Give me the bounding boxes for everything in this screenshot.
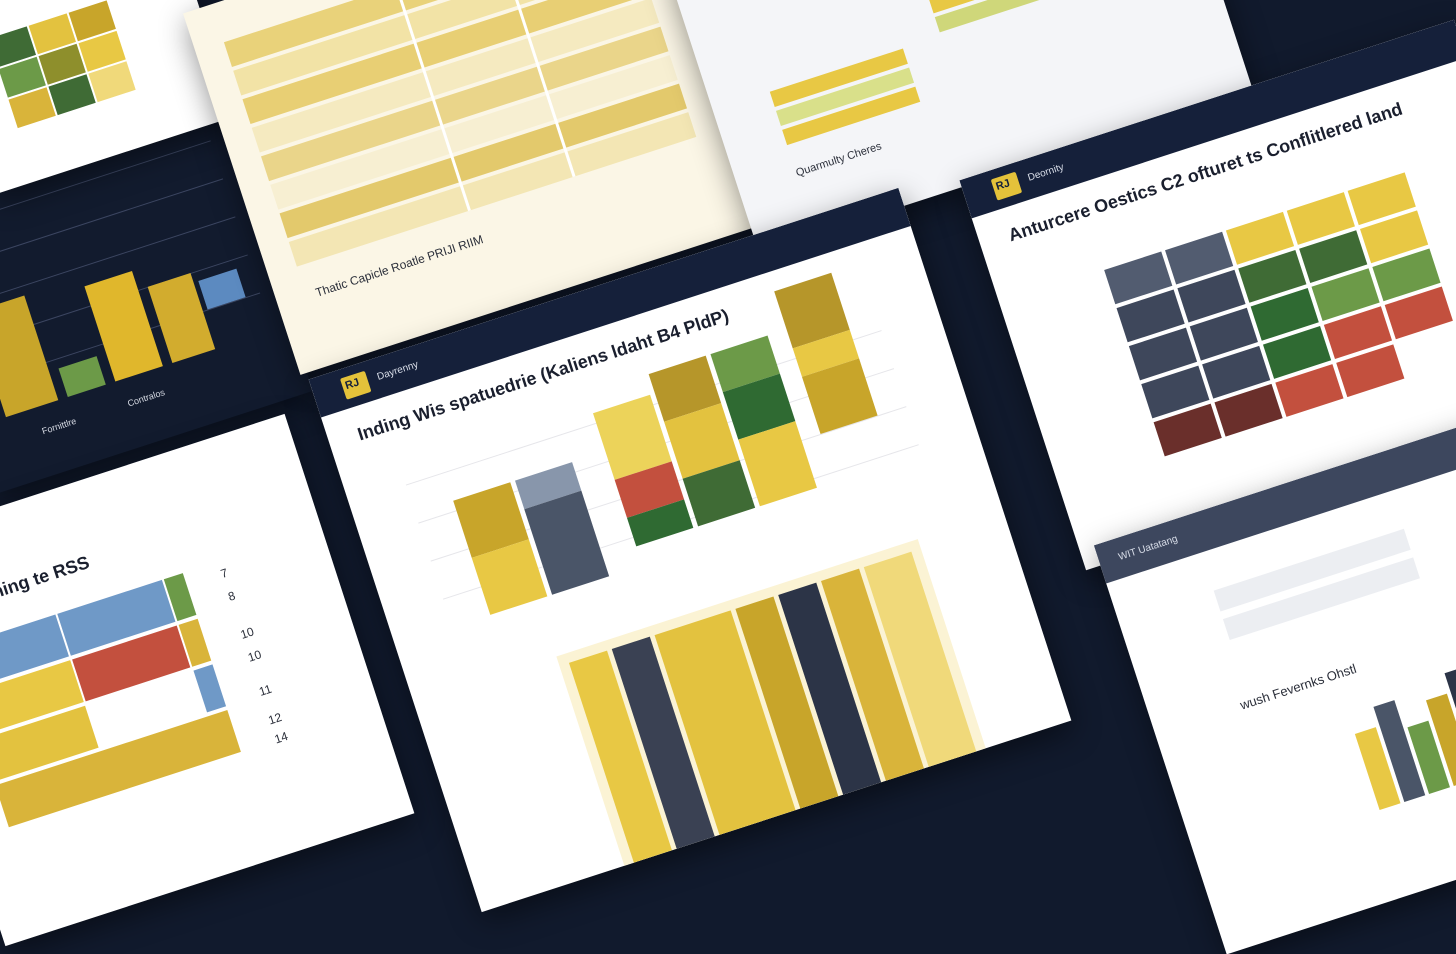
legend-item: Fornittlre [40,415,78,437]
legend-item: Contralos [126,387,167,409]
row-number: 8 [226,588,238,604]
row-number: 12 [266,709,284,728]
row-number: 10 [238,624,256,642]
sheet-caption: Quarmulty Cheres [794,140,884,180]
nav-item[interactable]: Deornity [1026,161,1066,184]
brand-logo: RJ [990,171,1023,201]
row-number: 14 [272,729,290,747]
row-number: 7 [218,565,230,581]
row-number: 10 [246,647,264,665]
bar [198,268,246,310]
brand-logo: RJ [339,370,372,400]
bar [58,356,106,397]
card-title: WIT Uatatang [1117,533,1180,564]
section-title: wush Fevernks Ohstl [1238,660,1359,713]
nav-item[interactable]: Dayrenny [375,359,420,383]
row-number: 11 [257,681,274,699]
bar [0,295,59,418]
